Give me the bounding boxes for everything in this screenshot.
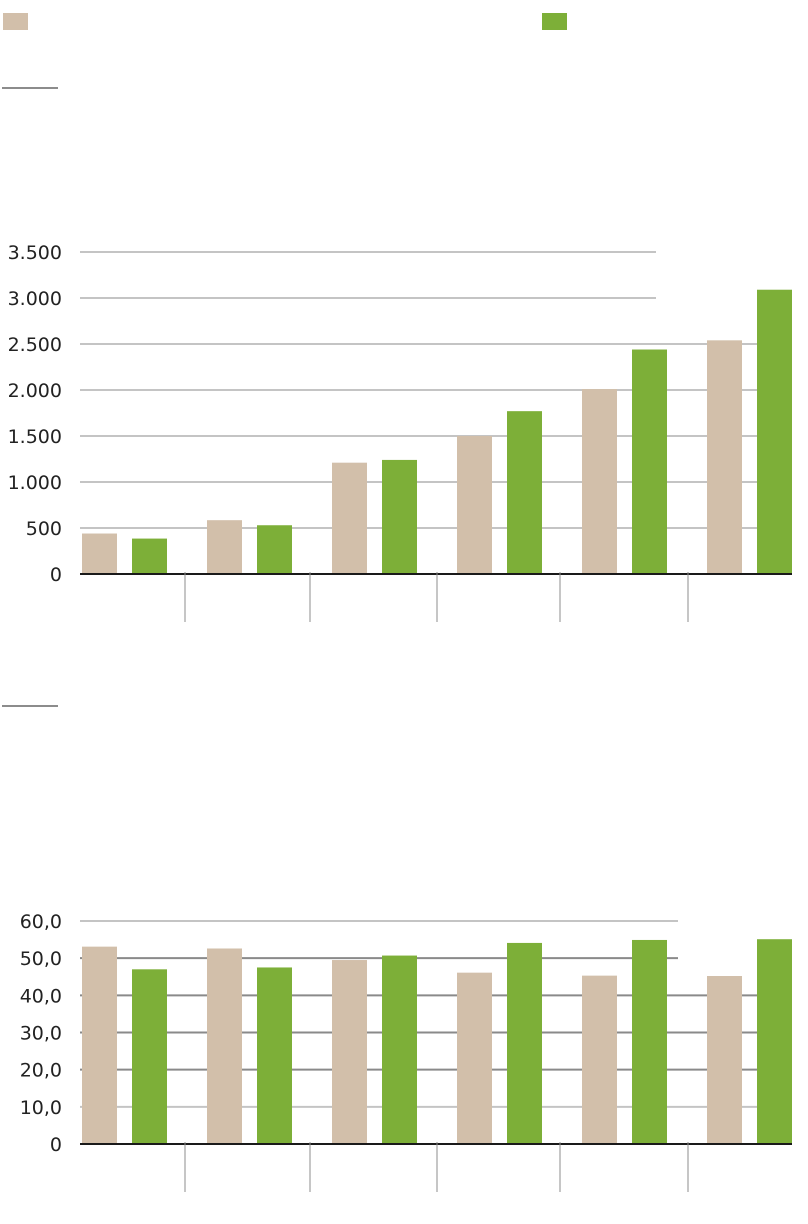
chart-1: 0 500 1.000 1.500 2.000 2.500 3.000 3.500: [8, 242, 792, 622]
y-tick-label: 0: [50, 1134, 62, 1156]
y-tick-label: 1.500: [8, 426, 62, 448]
y-tick-label: 2.000: [8, 380, 62, 402]
y-tick-label: 3.000: [8, 288, 62, 310]
chart-1-title-rule: [2, 87, 58, 89]
bar-series-1-cat-3: [332, 462, 367, 574]
bar-series-2-cat-4: [507, 411, 542, 574]
y-tick-label: 3.500: [8, 242, 62, 264]
bar-series-1-cat-3: [332, 960, 367, 1144]
bar-series-2-cat-5: [632, 939, 667, 1144]
bar-series-1-cat-2: [207, 520, 242, 574]
legend-swatch-series-2: [542, 13, 567, 30]
bar-series-2-cat-3: [382, 459, 417, 574]
y-tick-label: 0: [50, 564, 62, 586]
chart-2-title-rule: [2, 705, 58, 707]
bar-series-2-cat-1: [132, 969, 167, 1144]
y-tick-label: 1.000: [8, 472, 62, 494]
bar-series-2-cat-4: [507, 942, 542, 1144]
y-tick-label: 2.500: [8, 334, 62, 356]
y-tick-label: 60,0: [20, 911, 62, 933]
legend-swatch-series-1: [3, 13, 28, 30]
y-tick-label: 20,0: [20, 1060, 62, 1082]
bar-series-2-cat-1: [132, 538, 167, 574]
bar-series-1-cat-4: [457, 972, 492, 1144]
bar-series-1-cat-1: [82, 533, 117, 574]
bar-series-1-cat-6: [707, 976, 742, 1144]
bar-series-1-cat-2: [207, 948, 242, 1144]
y-tick-label: 10,0: [20, 1097, 62, 1119]
bar-series-2-cat-6: [757, 289, 792, 574]
bar-series-2-cat-5: [632, 349, 667, 574]
y-tick-label: 50,0: [20, 948, 62, 970]
bar-series-2-cat-3: [382, 955, 417, 1144]
y-tick-label: 500: [26, 518, 62, 540]
bar-series-2-cat-6: [757, 939, 792, 1144]
y-tick-label: 40,0: [20, 985, 62, 1007]
bar-series-1-cat-6: [707, 340, 742, 574]
bar-series-2-cat-2: [257, 525, 292, 574]
bar-series-1-cat-4: [457, 436, 492, 574]
bar-series-1-cat-5: [582, 975, 617, 1144]
bar-series-1-cat-5: [582, 389, 617, 574]
bar-series-1-cat-1: [82, 946, 117, 1144]
y-tick-label: 30,0: [20, 1023, 62, 1045]
bar-series-2-cat-2: [257, 967, 292, 1144]
